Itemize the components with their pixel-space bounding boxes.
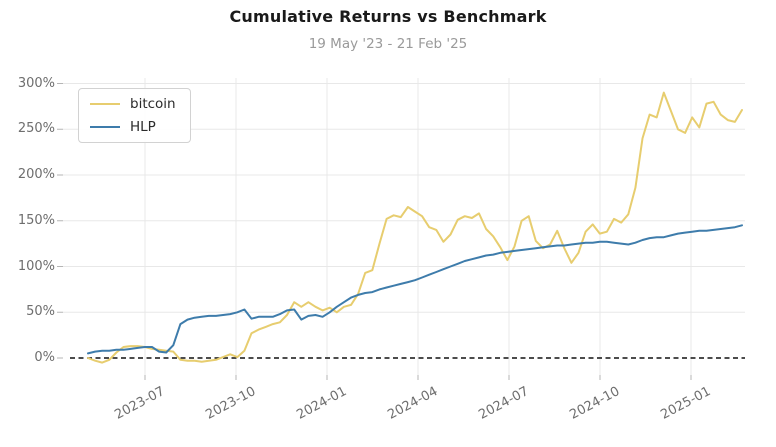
y-axis-tick-label: 300% <box>17 75 55 91</box>
chart-title: Cumulative Returns vs Benchmark <box>229 7 547 26</box>
legend-item-bitcoin: bitcoin <box>90 96 176 112</box>
legend-label-hlp: HLP <box>130 119 156 135</box>
y-axis-tick-label: 0% <box>34 350 55 365</box>
y-axis-tick-label: 250% <box>17 121 55 137</box>
chart-subtitle: 19 May '23 - 21 Feb '25 <box>308 36 468 52</box>
legend-label-bitcoin: bitcoin <box>130 96 176 112</box>
bitcoin-line-swatch <box>90 103 120 105</box>
legend-item-hlp: HLP <box>90 119 176 135</box>
bitcoin-line <box>87 91 743 364</box>
y-axis-tick-label: 50% <box>26 304 55 320</box>
hlp-line-swatch <box>90 126 120 128</box>
hlp-line <box>87 224 743 355</box>
y-axis-tick-label: 200% <box>17 167 55 182</box>
legend: bitcoin HLP <box>78 88 191 143</box>
y-axis-tick-label: 100% <box>17 258 55 274</box>
y-axis-tick-label: 150% <box>17 212 55 228</box>
